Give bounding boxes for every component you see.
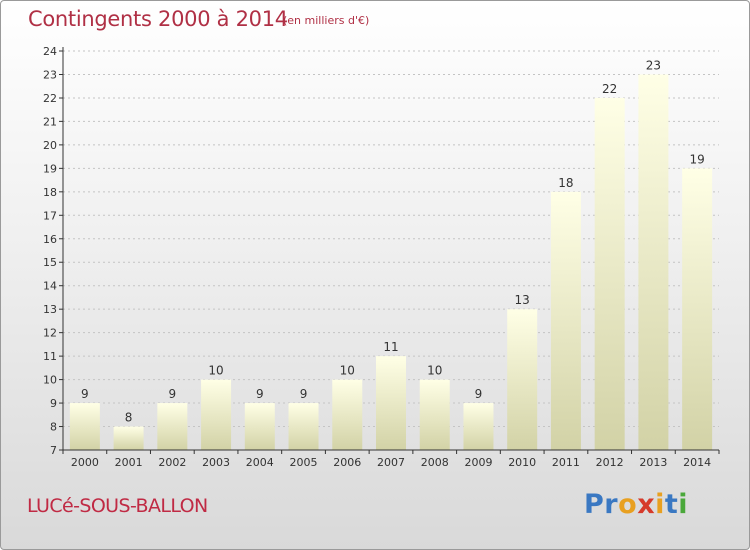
y-tick-label: 12	[43, 327, 57, 340]
y-tick-label: 14	[43, 280, 57, 293]
bar	[332, 379, 363, 450]
proxiti-logo[interactable]: Proxiti	[584, 489, 688, 520]
x-tick-label: 2004	[246, 456, 274, 469]
logo-letter: i	[678, 489, 689, 520]
x-tick-label: 2011	[552, 456, 580, 469]
data-label: 18	[558, 176, 573, 190]
data-label: 9	[256, 387, 264, 401]
x-tick-label: 2008	[421, 456, 449, 469]
data-label: 9	[475, 387, 483, 401]
bar	[376, 356, 406, 450]
x-tick-label: 2006	[333, 456, 361, 469]
chart-unit-label: (en milliers d'€)	[283, 14, 370, 27]
bar	[113, 426, 144, 450]
axes	[59, 47, 720, 454]
y-tick-label: 8	[50, 421, 57, 434]
x-tick-label: 2001	[115, 456, 143, 469]
x-tick-label: 2007	[377, 456, 405, 469]
data-label: 10	[427, 364, 442, 378]
bars	[69, 74, 713, 451]
y-tick-label: 7	[50, 444, 57, 457]
logo-letter: o	[618, 489, 638, 520]
bar	[201, 379, 232, 450]
bar	[69, 403, 100, 450]
bar	[244, 403, 275, 450]
x-tick-label: 2003	[202, 456, 230, 469]
logo-letter: t	[664, 489, 679, 520]
data-label: 9	[169, 387, 177, 401]
y-tick-label: 19	[43, 162, 57, 175]
logo-letter: x	[637, 489, 656, 520]
data-label: 13	[515, 293, 530, 307]
y-tick-label: 20	[43, 139, 57, 152]
y-tick-label: 13	[43, 303, 57, 316]
bar	[550, 191, 581, 450]
y-tick-label: 17	[43, 209, 57, 222]
bar	[288, 403, 319, 450]
x-tick-label: 2000	[71, 456, 99, 469]
y-tick-label: 22	[43, 92, 57, 105]
data-label: 23	[646, 58, 661, 72]
x-tick-label: 2005	[290, 456, 318, 469]
logo-letter: r	[604, 489, 619, 520]
bar	[638, 74, 669, 451]
data-label: 9	[81, 387, 89, 401]
x-tick-label: 2012	[596, 456, 624, 469]
y-tick-label: 15	[43, 256, 57, 269]
bar	[463, 403, 494, 450]
y-tick-label: 21	[43, 115, 57, 128]
y-tick-label: 9	[50, 397, 57, 410]
y-tick-label: 23	[43, 68, 57, 81]
data-label: 8	[125, 411, 133, 425]
data-label: 19	[689, 152, 704, 166]
y-tick-label: 10	[43, 374, 57, 387]
x-tick-label: 2002	[158, 456, 186, 469]
logo-letter: P	[584, 489, 605, 520]
x-tick-label: 2009	[464, 456, 492, 469]
logo-letter: i	[655, 489, 665, 520]
y-tick-label: 24	[43, 45, 57, 58]
y-tick-label: 18	[43, 186, 57, 199]
labels: 7 8 9 10 11 12 13 14 15 16 17 18 19 20 21 22 23 24 2000 9 20…	[43, 45, 711, 469]
x-tick-label: 2013	[639, 456, 667, 469]
data-label: 10	[208, 364, 223, 378]
y-tick-label: 16	[43, 233, 57, 246]
y-tick-label: 11	[43, 350, 57, 363]
x-tick-label: 2010	[508, 456, 536, 469]
bar	[682, 168, 713, 450]
bar	[157, 403, 188, 450]
bar	[507, 309, 538, 450]
chart-title: Contingents 2000 à 2014	[28, 7, 288, 31]
data-label: 10	[340, 364, 355, 378]
bar	[594, 97, 625, 451]
data-label: 22	[602, 82, 617, 96]
data-label: 11	[383, 340, 398, 354]
bar	[419, 379, 450, 450]
x-tick-label: 2014	[683, 456, 711, 469]
data-label: 9	[300, 387, 308, 401]
commune-name: LUCé-SOUS-BALLON	[27, 495, 208, 517]
